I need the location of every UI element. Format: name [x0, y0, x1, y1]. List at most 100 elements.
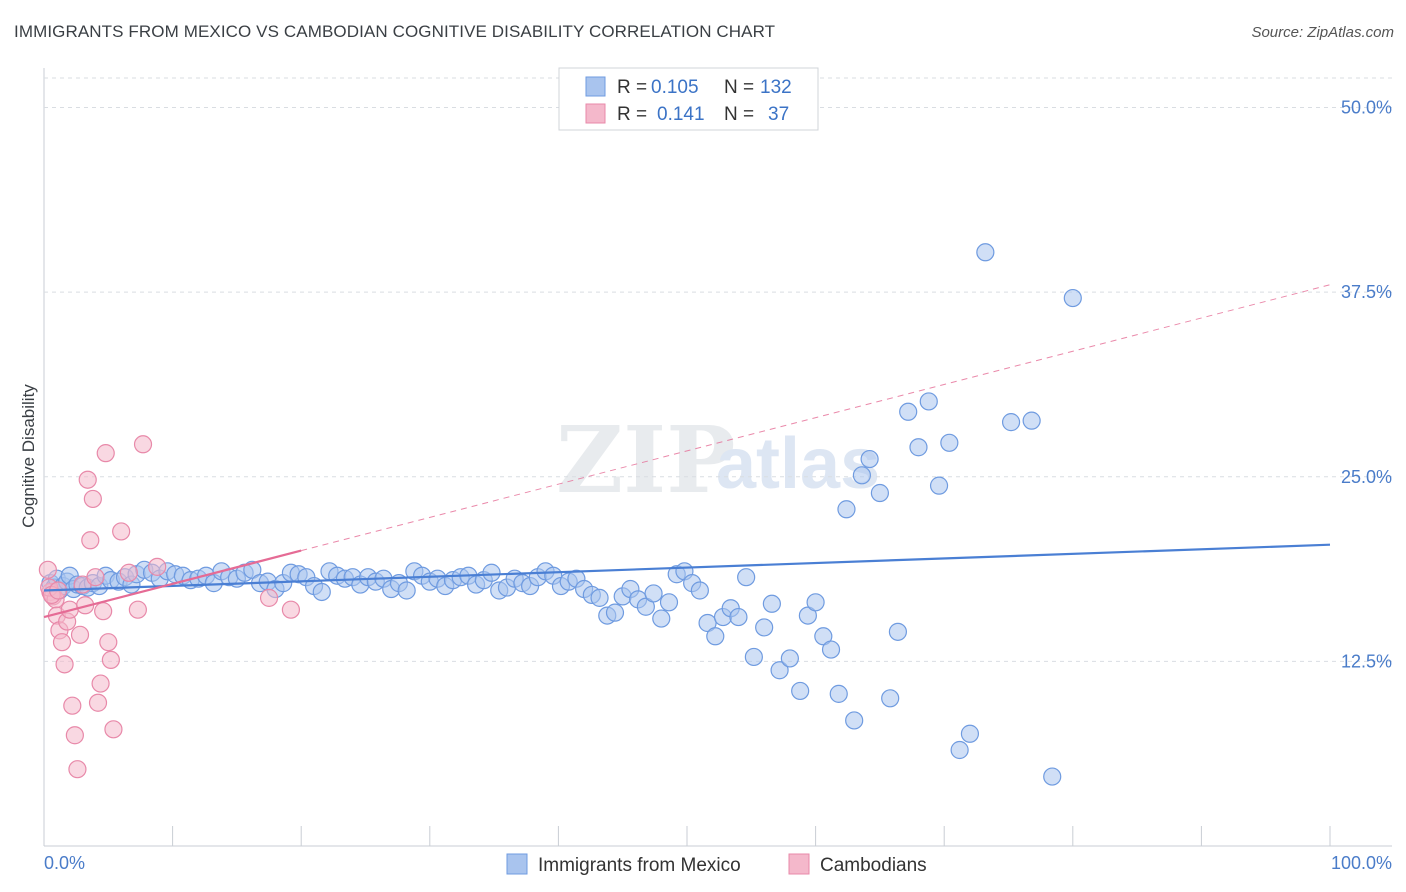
mexico-point-96 [729, 607, 748, 627]
cambodian-point-6 [52, 633, 72, 652]
cambodian-point-29 [128, 600, 147, 619]
series-immigrants-from-mexico [41, 243, 1082, 786]
cambodian-point-23 [96, 444, 115, 463]
legend-n-value-1: 132 [760, 77, 792, 98]
legend-swatch-blue [585, 76, 606, 97]
cambodian-point-20 [88, 693, 108, 712]
mexico-point-53 [397, 581, 416, 600]
x-tick-label-0: 0.0% [44, 853, 85, 873]
mexico-point-91 [690, 581, 709, 600]
mexico-point-121 [950, 740, 969, 760]
chart-title: IMMIGRANTS FROM MEXICO VS CAMBODIAN COGN… [14, 22, 776, 41]
mexico-point-125 [1022, 411, 1041, 430]
bottom-legend-swatch-blue [506, 853, 528, 875]
source-credit: Source: ZipAtlas.com [1251, 24, 1394, 41]
legend-r-value-1: 0.105 [651, 77, 699, 98]
mexico-point-100 [762, 594, 781, 613]
bottom-legend: Immigrants from Mexico Cambodians [506, 853, 927, 876]
mexico-point-98 [744, 647, 763, 667]
watermark: ZIP atlas [556, 406, 880, 514]
bottom-legend-label-pink: Cambodians [820, 855, 927, 876]
mexico-point-102 [780, 649, 799, 668]
cambodian-point-22 [94, 602, 113, 621]
y-tick-label-1: 25.0% [1341, 467, 1392, 487]
mexico-point-93 [706, 627, 725, 646]
series-cambodians [38, 435, 301, 779]
mexico-point-123 [976, 243, 995, 262]
mexico-point-42 [312, 582, 331, 602]
mexico-point-85 [644, 584, 663, 603]
mexico-point-118 [919, 392, 938, 411]
mexico-point-87 [659, 593, 679, 612]
legend-r-label-1: R = [617, 77, 647, 98]
y-tick-label-2: 37.5% [1341, 282, 1392, 302]
cambodian-point-32 [259, 588, 279, 607]
trend-lines [43, 284, 1331, 619]
cambodian-point-21 [91, 674, 110, 693]
cambodian-point-18 [83, 489, 102, 509]
mexico-point-97 [737, 568, 756, 587]
cambodian-point-17 [81, 531, 100, 550]
legend-n-value-2: 37 [768, 104, 789, 125]
cambodian-point-13 [70, 625, 90, 644]
cambodian-point-31 [148, 557, 167, 576]
mexico-point-126 [1043, 767, 1062, 786]
x-tick-label-100: 100.0% [1331, 853, 1392, 873]
cambodian-point-26 [104, 720, 123, 739]
mexico-point-109 [837, 500, 856, 519]
legend: R = 0.105 N = 132 R = 0.141 N = 37 [558, 67, 819, 131]
bottom-legend-swatch-pink [788, 853, 810, 875]
mexico-point-108 [829, 684, 848, 703]
mexico-point-114 [881, 689, 900, 708]
mexico-point-117 [909, 438, 928, 457]
cambodian-point-12 [68, 760, 87, 779]
watermark-zip: ZIP [556, 406, 735, 514]
cambodian-point-33 [281, 600, 301, 619]
watermark-atlas: atlas [716, 424, 880, 504]
legend-n-label-1: N = [724, 77, 754, 98]
cambodian-point-28 [119, 563, 138, 582]
cambodian-point-10 [63, 696, 82, 715]
y-axis-label: Cognitive Disability [19, 384, 38, 528]
y-tick-label-3: 50.0% [1341, 98, 1392, 118]
cambodian-point-19 [86, 568, 105, 587]
cambodian-point-11 [65, 726, 84, 745]
trend-line-cambodian-solid [43, 549, 302, 619]
cambodian-point-16 [78, 470, 97, 489]
legend-n-label-2: N = [724, 104, 754, 125]
cambodian-point-24 [99, 633, 118, 652]
x-ticks [172, 826, 1331, 846]
y-tick-labels: 12.5% 25.0% 37.5% 50.0% [1341, 98, 1392, 672]
legend-swatch-pink [585, 103, 606, 124]
legend-r-label-2: R = [617, 104, 647, 125]
trend-line-mexico [43, 543, 1331, 592]
mexico-point-116 [899, 402, 918, 421]
mexico-point-86 [652, 609, 671, 628]
mexico-point-127 [1063, 288, 1082, 308]
mexico-point-115 [888, 622, 908, 641]
mexico-point-105 [806, 593, 825, 612]
mexico-point-103 [791, 681, 810, 701]
y-tick-label-0: 12.5% [1341, 651, 1392, 671]
mexico-point-111 [852, 466, 871, 485]
mexico-point-101 [770, 661, 789, 680]
trend-line-cambodian-dashed [301, 284, 1331, 552]
mexico-point-80 [605, 603, 625, 622]
cambodian-point-7 [55, 655, 74, 674]
cambodian-point-27 [112, 522, 131, 541]
mexico-point-119 [929, 476, 949, 495]
mexico-point-64 [482, 563, 501, 582]
mexico-point-110 [845, 711, 864, 730]
legend-r-value-2: 0.141 [657, 104, 705, 125]
bottom-legend-label-blue: Immigrants from Mexico [538, 855, 741, 876]
cambodian-point-0 [38, 560, 57, 579]
mexico-point-78 [590, 588, 609, 607]
mexico-point-112 [860, 449, 879, 469]
mexico-point-107 [821, 640, 841, 659]
mexico-point-113 [870, 483, 890, 503]
mexico-point-99 [755, 618, 774, 637]
cambodian-point-30 [133, 435, 153, 454]
mexico-point-122 [960, 724, 980, 743]
mexico-point-124 [1001, 413, 1021, 432]
